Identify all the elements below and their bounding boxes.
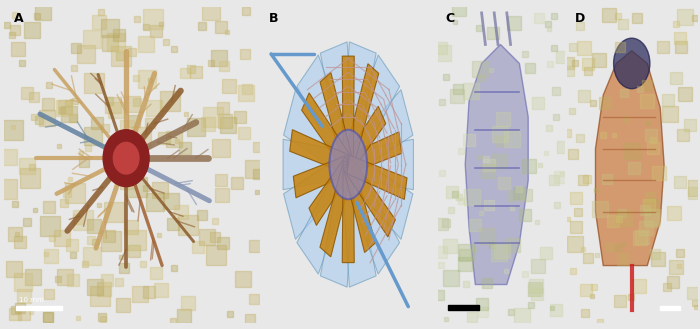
Polygon shape xyxy=(344,161,375,252)
Polygon shape xyxy=(342,164,354,263)
Polygon shape xyxy=(342,42,376,167)
Polygon shape xyxy=(344,64,379,168)
Polygon shape xyxy=(321,42,355,167)
Polygon shape xyxy=(347,155,407,199)
Ellipse shape xyxy=(614,38,650,89)
Polygon shape xyxy=(284,90,351,176)
Polygon shape xyxy=(309,157,351,225)
Polygon shape xyxy=(302,93,351,172)
Polygon shape xyxy=(342,162,376,287)
Polygon shape xyxy=(345,90,413,176)
Polygon shape xyxy=(297,55,354,172)
Polygon shape xyxy=(321,162,355,287)
Polygon shape xyxy=(347,132,402,174)
Polygon shape xyxy=(342,56,354,164)
Text: B: B xyxy=(270,13,279,25)
Polygon shape xyxy=(345,157,396,237)
Bar xyxy=(660,306,680,310)
Polygon shape xyxy=(290,130,349,174)
Polygon shape xyxy=(284,153,351,239)
Circle shape xyxy=(113,142,139,174)
Polygon shape xyxy=(349,139,414,190)
Polygon shape xyxy=(466,44,528,285)
Polygon shape xyxy=(283,139,349,190)
Circle shape xyxy=(103,130,149,187)
Ellipse shape xyxy=(330,130,367,199)
Polygon shape xyxy=(293,155,349,198)
Polygon shape xyxy=(343,55,400,172)
Text: 10 mm: 10 mm xyxy=(19,297,43,303)
Polygon shape xyxy=(320,161,353,257)
Text: A: A xyxy=(14,13,23,25)
Polygon shape xyxy=(345,153,413,239)
Polygon shape xyxy=(596,51,664,266)
Bar xyxy=(447,305,479,310)
Bar xyxy=(16,306,62,310)
Polygon shape xyxy=(320,72,353,168)
Polygon shape xyxy=(343,157,400,274)
Polygon shape xyxy=(297,157,354,274)
Text: D: D xyxy=(575,13,585,25)
Polygon shape xyxy=(345,106,386,172)
Text: C: C xyxy=(445,13,454,25)
